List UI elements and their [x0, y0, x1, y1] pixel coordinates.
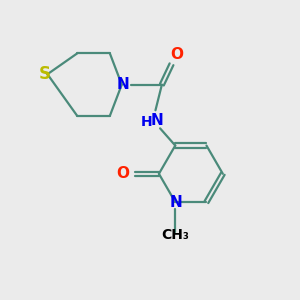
Text: N: N — [116, 77, 129, 92]
Text: CH₃: CH₃ — [161, 228, 189, 242]
Text: O: O — [116, 166, 129, 181]
Text: O: O — [170, 47, 183, 62]
Text: S: S — [39, 65, 51, 83]
Text: H: H — [141, 115, 153, 129]
Text: N: N — [151, 113, 164, 128]
Text: N: N — [169, 194, 182, 209]
